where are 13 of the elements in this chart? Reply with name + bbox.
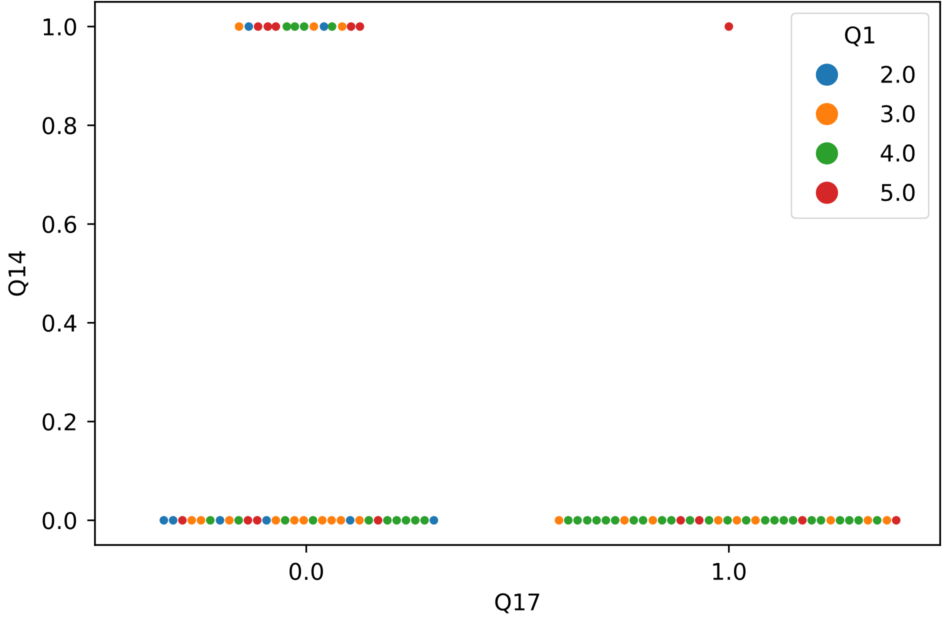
y-tick-label: 0.0 (42, 512, 76, 530)
legend-label: 5.0 (881, 184, 915, 202)
y-tick-label: 0.4 (42, 314, 76, 332)
legend-title: Q1 (845, 26, 874, 46)
y-axis-title: Q14 (8, 251, 28, 296)
y-tick-label: 0.8 (42, 117, 76, 134)
legend-label: 2.0 (881, 66, 915, 84)
y-tick-label: 0.6 (42, 216, 76, 234)
legend-label: 3.0 (881, 105, 915, 122)
y-tick-label: 1.0 (44, 18, 76, 36)
y-tick-label: 0.2 (42, 413, 76, 431)
x-axis-title: Q17 (495, 593, 540, 614)
legend-label: 4.0 (880, 144, 915, 162)
